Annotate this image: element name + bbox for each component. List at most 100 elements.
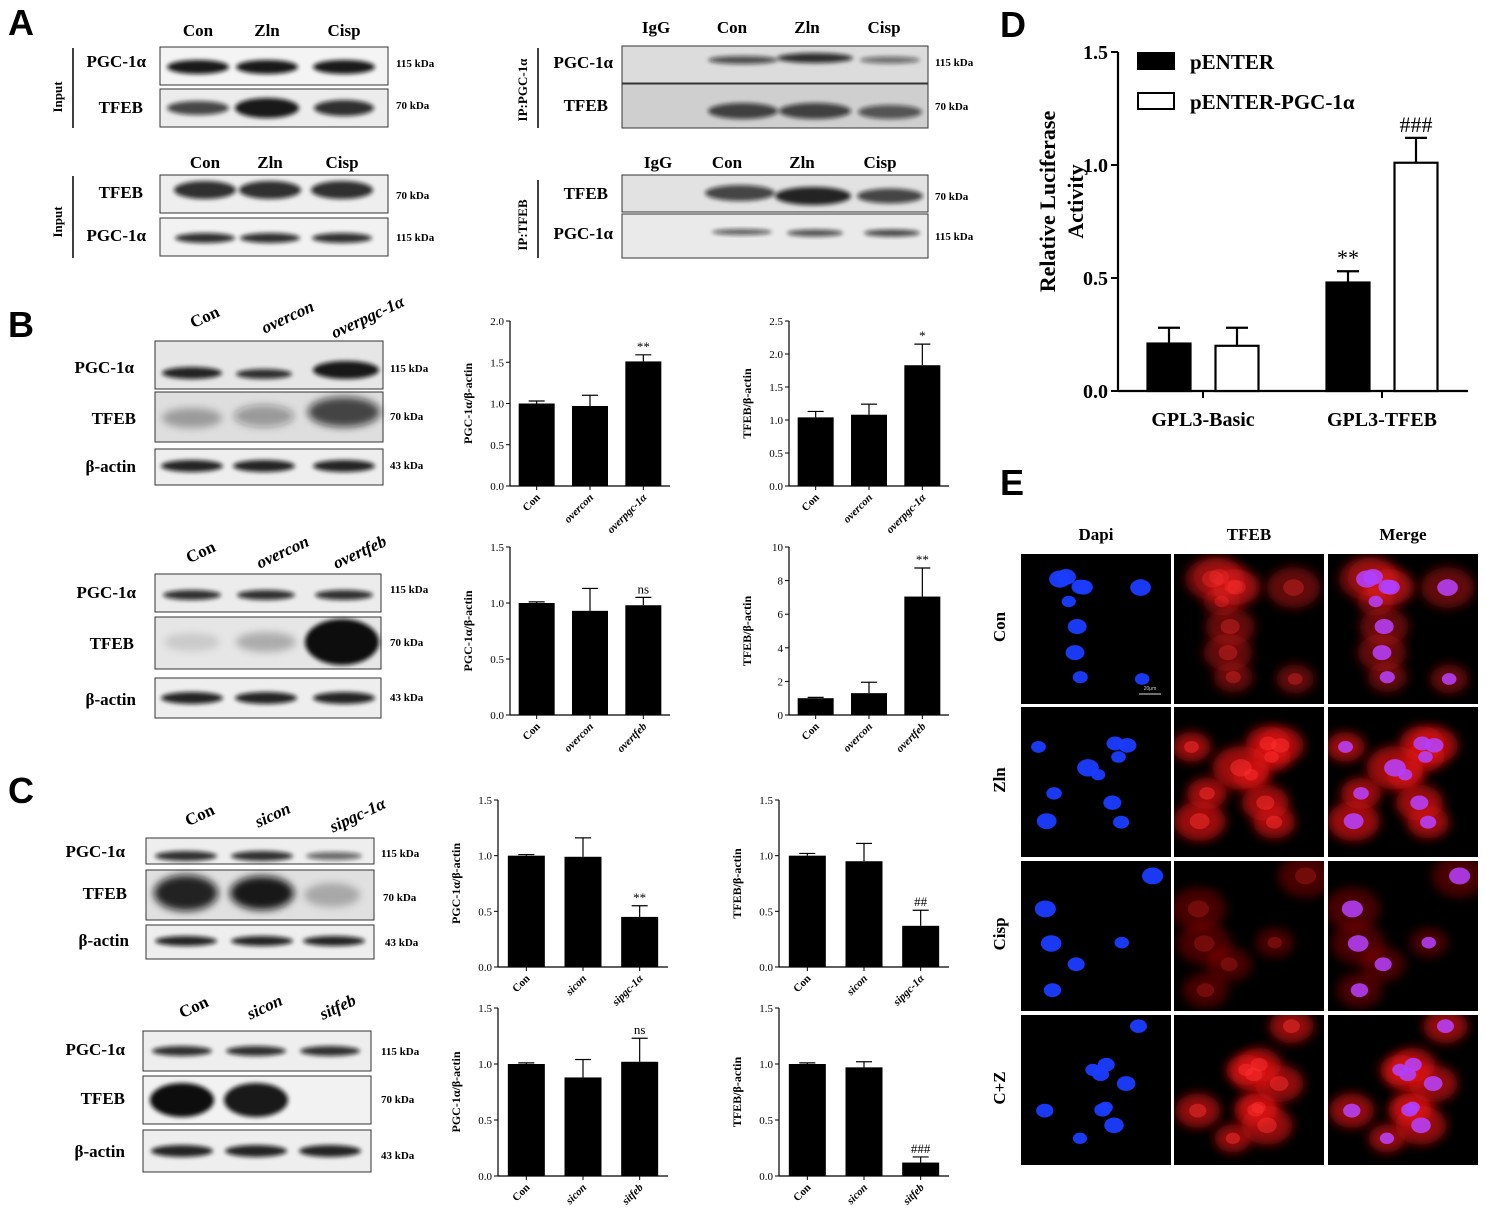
- kda-label: 115 kDa: [396, 232, 435, 244]
- kda-label: 115 kDa: [390, 584, 429, 596]
- blot-band: [237, 590, 295, 600]
- blot-band: [154, 875, 218, 911]
- panel-label-a: A: [8, 2, 34, 43]
- x-tick-label: sitfeb: [900, 1181, 927, 1208]
- bar: [788, 855, 826, 967]
- y-axis-label: PGC-1α/β-actin: [449, 843, 463, 924]
- column-label: Merge: [1379, 525, 1427, 544]
- blot-band: [712, 229, 772, 235]
- nuclear-tfeb-signal: [1238, 1063, 1254, 1077]
- blot-band: [161, 692, 223, 704]
- blot-band: [313, 692, 375, 704]
- if-image-merge: [1328, 1015, 1478, 1165]
- nuclear-tfeb-signal: [1251, 1101, 1266, 1114]
- blot-band: [305, 619, 379, 665]
- bar-chart-b4: 0 2 4 6 8 10 TFEB/β-actin Con overcon ** overtfeb: [740, 542, 949, 755]
- cytoplasm-signal: [1174, 887, 1226, 931]
- kda-label: 115 kDa: [935, 57, 974, 69]
- bar: [1214, 344, 1260, 393]
- panel-label-c: C: [8, 770, 34, 811]
- blot-band: [164, 633, 220, 651]
- bar-chart-b2: 0.0 0.5 1.0 1.5 2.0 2.5 TFEB/β-actin Con overcon…: [740, 316, 949, 536]
- nuclear-tfeb-signal: [1256, 795, 1275, 810]
- kda-label: 115 kDa: [935, 231, 974, 243]
- blot-band: [226, 1046, 286, 1056]
- y-tick-label: 0: [778, 710, 784, 722]
- nuclear-tfeb-signal: [1218, 645, 1238, 661]
- micrograph: [1184, 557, 1321, 694]
- x-tick-label: Con: [510, 1182, 532, 1204]
- nucleus-dapi: [1106, 736, 1124, 751]
- bar: [904, 596, 941, 715]
- nuclear-tfeb-signal: [1257, 1117, 1277, 1134]
- kda-label: 115 kDa: [390, 363, 429, 375]
- y-axis-label: PGC-1α/β-actin: [461, 363, 475, 444]
- row-label: Con: [990, 611, 1009, 643]
- blot-band: [314, 100, 374, 116]
- y-tick-label: 0.0: [490, 481, 504, 493]
- y-axis-label: TFEB/β-actin: [730, 1057, 744, 1128]
- bar: [518, 603, 555, 715]
- blot-band: [708, 56, 778, 64]
- nucleus-dapi: [1116, 1076, 1136, 1092]
- nucleus-dapi: [1381, 579, 1400, 595]
- panel-label-d: D: [1000, 4, 1026, 45]
- nucleus-dapi: [1072, 1132, 1088, 1145]
- lane-label-con: Con: [717, 18, 748, 37]
- significance-label: **: [1337, 245, 1359, 270]
- if-image-merge: [1328, 707, 1478, 857]
- y-tick-label: 6: [778, 609, 784, 621]
- lane-label-zln: Zln: [257, 153, 283, 172]
- side-label-input: Input: [50, 81, 65, 113]
- blot-band: [225, 1145, 287, 1157]
- nucleus-dapi: [1372, 645, 1392, 661]
- blot-band: [312, 233, 372, 243]
- micrograph: 20μm: [1049, 569, 1161, 695]
- nuclear-tfeb-signal: [1245, 1067, 1263, 1082]
- kda-label: 70 kDa: [396, 190, 430, 202]
- x-tick-label: sitfeb: [619, 1181, 646, 1208]
- nucleus-dapi: [1130, 579, 1151, 596]
- significance-label: ns: [634, 1022, 646, 1037]
- x-tick-label: overtfeb: [894, 720, 929, 755]
- nucleus-dapi: [1111, 751, 1126, 763]
- nuclear-tfeb-signal: [1295, 867, 1317, 885]
- protein-label-tfeb: TFEB: [83, 884, 127, 903]
- blot-band: [777, 53, 853, 63]
- protein-label-tfeb: TFEB: [99, 98, 143, 117]
- nucleus-dapi: [1046, 787, 1062, 800]
- bar: [797, 417, 834, 486]
- nuclear-tfeb-signal: [1266, 815, 1283, 829]
- nucleus-dapi: [1114, 936, 1129, 949]
- side-label-ip_tfeb: IP:TFEB: [515, 199, 530, 251]
- x-tick-label: GPL3-TFEB: [1327, 409, 1437, 431]
- y-tick-label: 1.0: [490, 598, 504, 610]
- protein-label-tfeb: TFEB: [81, 1089, 125, 1108]
- nucleus-dapi: [1072, 671, 1088, 684]
- panel-label-b: B: [8, 304, 34, 345]
- nuclear-tfeb-signal: [1247, 1103, 1264, 1117]
- nucleus-dapi: [1338, 741, 1353, 753]
- protein-label-pgc: PGC-1α: [86, 52, 146, 71]
- x-tick-label: sipgc-1α: [890, 972, 927, 1009]
- kda-label: 70 kDa: [935, 101, 969, 113]
- kda-label: 115 kDa: [396, 58, 435, 70]
- blot-band: [858, 105, 922, 119]
- y-tick-label: 0.5: [1083, 268, 1108, 290]
- micrograph: [1329, 1015, 1468, 1153]
- blot-band: [234, 405, 294, 427]
- blot-band: [231, 936, 293, 946]
- nucleus-dapi: [1368, 595, 1383, 608]
- bar: [1146, 342, 1192, 393]
- blot-band: [224, 1083, 288, 1117]
- bar: [1393, 161, 1439, 393]
- blot-band: [313, 60, 375, 74]
- y-tick-label: 0.0: [478, 1171, 492, 1183]
- blot-band: [303, 936, 365, 946]
- kda-label: 115 kDa: [381, 848, 420, 860]
- blot-band: [236, 369, 292, 379]
- side-label-ip_pgc: IP:PGC-1α: [515, 58, 530, 122]
- blot-band: [175, 233, 235, 243]
- blot-band: [299, 1145, 361, 1157]
- nucleus-dapi: [1043, 983, 1062, 998]
